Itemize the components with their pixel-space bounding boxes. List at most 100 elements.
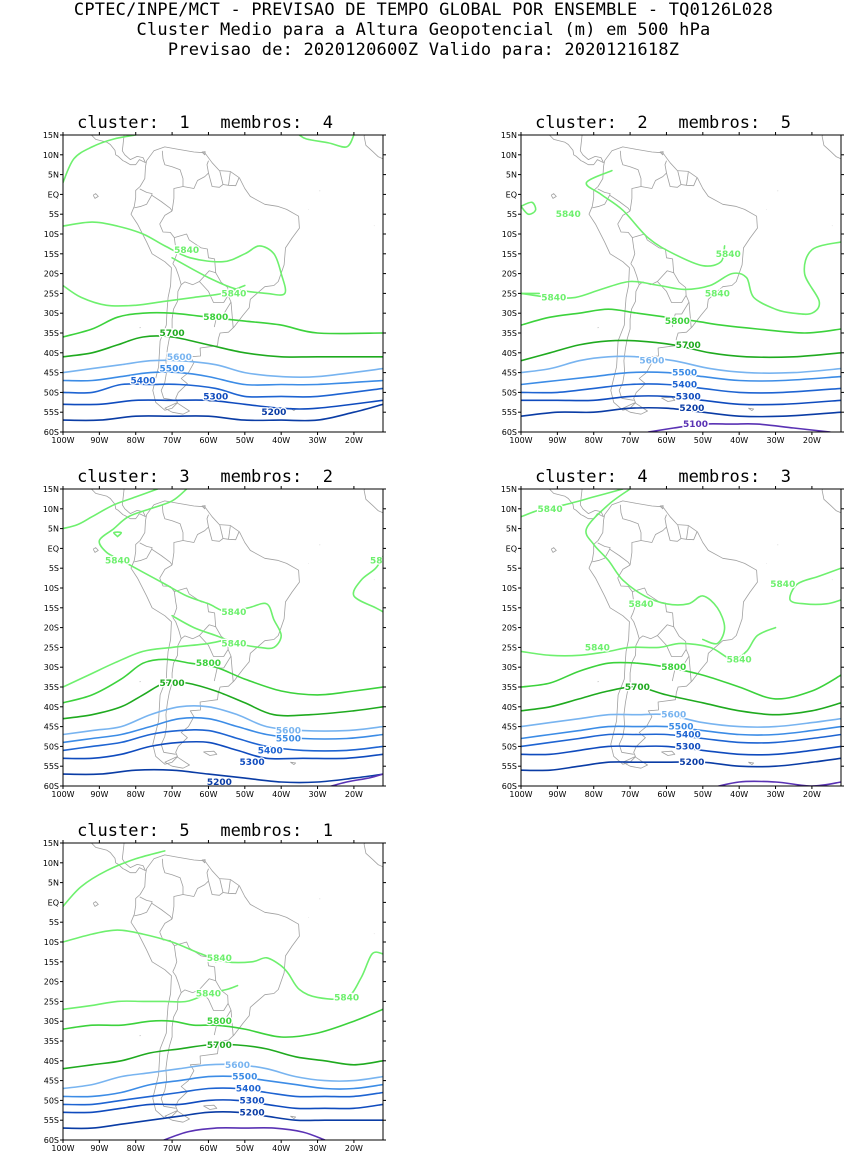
lat-tick-label: 15S <box>502 604 517 613</box>
contour-label: 5700 <box>160 329 185 339</box>
contour-label: 5800 <box>196 659 221 669</box>
island-outline <box>165 403 190 415</box>
lat-tick-label: 15N <box>43 839 59 848</box>
contour-label: 5500 <box>672 369 697 379</box>
contour-label: 5500 <box>232 1073 257 1083</box>
country-border <box>631 238 635 264</box>
country-border <box>134 903 172 919</box>
lat-tick-label: 45S <box>502 369 517 378</box>
lat-tick-label: 40S <box>44 703 59 712</box>
country-border <box>220 525 223 539</box>
lon-tick-label: 60W <box>199 436 217 445</box>
lat-tick-label: 10S <box>502 584 517 593</box>
island-outline <box>661 397 674 401</box>
lat-tick-label: 10N <box>501 505 517 514</box>
contour-label: 5840 <box>556 210 581 220</box>
country-border <box>209 881 240 895</box>
panel-title: cluster: 2 membros: 5 <box>483 113 843 133</box>
lat-tick-label: 25S <box>502 289 517 298</box>
country-border <box>592 195 630 211</box>
contour-label: 5840 <box>174 246 199 256</box>
country-border <box>667 173 698 187</box>
figure-title-line-1: CPTEC/INPE/MCT - PREVISAO DE TEMPO GLOBA… <box>0 0 847 20</box>
island-outline <box>551 194 556 199</box>
contour-label: 5500 <box>276 734 301 744</box>
country-border <box>161 972 181 1109</box>
island-outline <box>661 751 674 755</box>
lat-tick-label: 45S <box>44 1077 59 1086</box>
lon-tick-label: 100W <box>509 790 532 799</box>
lat-tick-label: 5N <box>506 525 517 534</box>
country-border <box>231 302 233 328</box>
lat-tick-label: 15N <box>43 485 59 494</box>
lat-tick-label: 10S <box>44 938 59 947</box>
lon-tick-label: 90W <box>90 436 108 445</box>
lat-tick-label: 40S <box>44 349 59 358</box>
lat-tick-label: 40S <box>502 703 517 712</box>
lon-tick-label: 60W <box>657 436 675 445</box>
lat-tick-label: 50S <box>44 388 59 397</box>
lat-tick-label: 10N <box>43 505 59 514</box>
country-border <box>160 211 172 224</box>
lon-tick-label: 30W <box>308 790 326 799</box>
island-outline <box>748 762 753 764</box>
contour-label: 5840 <box>705 289 730 299</box>
contour-label: 5700 <box>160 679 185 689</box>
country-border <box>687 526 689 539</box>
country-border <box>134 549 172 565</box>
lat-tick-label: 15N <box>501 485 517 494</box>
contour-label: 5600 <box>167 353 192 363</box>
lat-tick-label: 15N <box>501 131 517 140</box>
lon-tick-label: 20W <box>803 436 821 445</box>
contour-5840 <box>521 242 841 314</box>
lat-tick-label: 20S <box>44 978 59 987</box>
contour-label: 5840 <box>541 293 566 303</box>
lat-tick-label: 55S <box>502 762 517 771</box>
lon-tick-label: 50W <box>236 1144 254 1153</box>
contour-label: 5800 <box>203 313 228 323</box>
country-border <box>183 515 209 543</box>
lat-tick-label: 50S <box>502 742 517 751</box>
island-outline <box>660 152 663 155</box>
lat-tick-label: 30S <box>502 309 517 318</box>
lat-tick-label: EQ <box>506 190 517 199</box>
country-border <box>140 543 152 549</box>
contour-label: 5840 <box>727 655 752 665</box>
lat-tick-label: 15N <box>43 131 59 140</box>
island-outline <box>203 751 216 755</box>
lat-tick-label: 10S <box>44 230 59 239</box>
contour-label: 5800 <box>207 1017 232 1027</box>
lon-tick-label: 80W <box>585 790 603 799</box>
lat-tick-label: 50S <box>44 742 59 751</box>
island-outline <box>339 484 343 489</box>
country-border <box>231 656 233 682</box>
contour-label: 5840 <box>221 608 246 618</box>
country-border <box>134 195 172 211</box>
contour-label: 5840 <box>770 580 795 590</box>
contour-label: 5800 <box>665 317 690 327</box>
country-border <box>689 656 691 682</box>
contour-5100 <box>154 1128 325 1144</box>
lat-tick-label: 15S <box>44 250 59 259</box>
lat-tick-label: 35S <box>44 329 59 338</box>
island-outline <box>203 1105 216 1109</box>
contour-5840 <box>63 222 286 295</box>
lat-tick-label: 5S <box>49 564 59 573</box>
island-outline <box>93 194 98 199</box>
contour-label: 5200 <box>679 758 704 768</box>
country-border <box>619 264 639 401</box>
contour-label: 5200 <box>261 408 286 418</box>
panel-title: cluster: 5 membros: 1 <box>25 821 385 841</box>
contour-label: 5800 <box>661 663 686 673</box>
contour-5800 <box>63 659 383 703</box>
lat-tick-label: 10N <box>501 151 517 160</box>
lat-tick-label: 5S <box>49 918 59 927</box>
lat-tick-label: 50S <box>44 1096 59 1105</box>
island-outline <box>202 152 205 155</box>
lon-tick-label: 100W <box>51 436 74 445</box>
contour-label: 5400 <box>672 380 697 390</box>
lat-tick-label: 5N <box>48 879 59 888</box>
lat-tick-label: 5N <box>506 171 517 180</box>
